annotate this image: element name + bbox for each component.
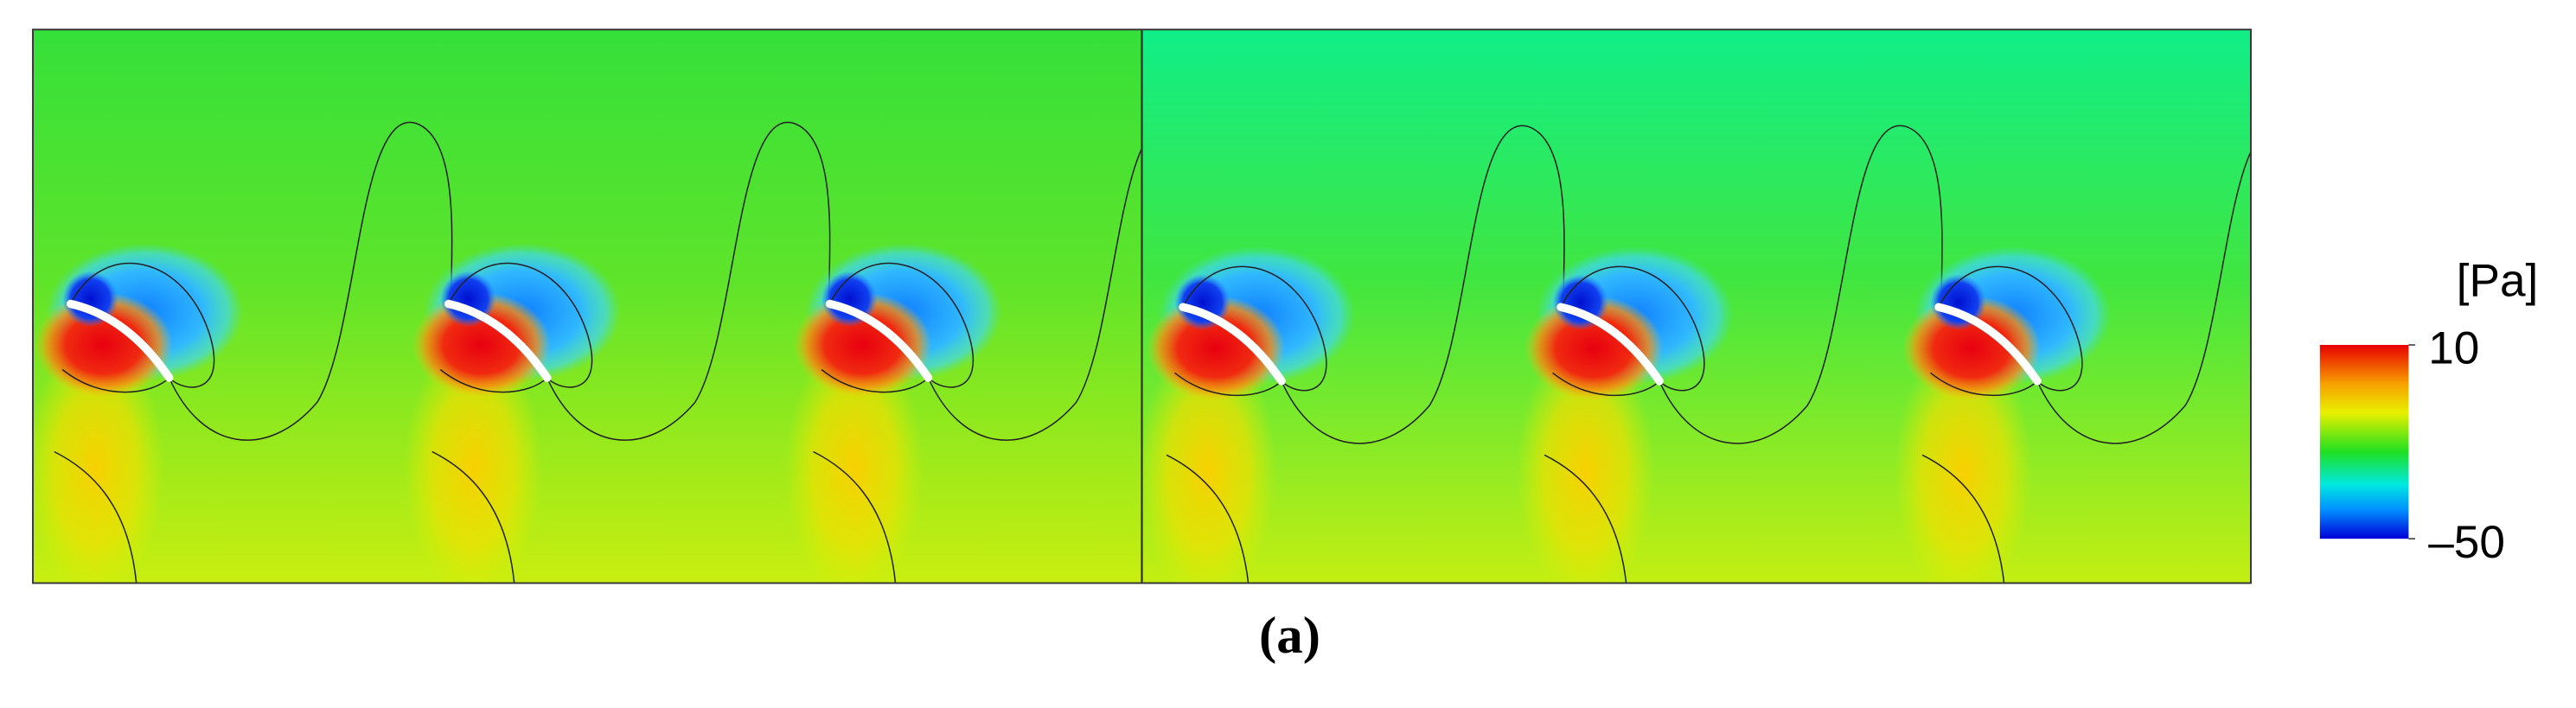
contour	[828, 262, 975, 388]
contour	[1938, 265, 2083, 392]
caption: (a)	[1259, 607, 1320, 665]
pressure-high-tail	[1141, 340, 1277, 584]
pressure-high-tail	[785, 336, 924, 584]
contour	[1659, 124, 1943, 444]
contour	[54, 450, 137, 584]
pressure-high	[1902, 296, 2041, 401]
airfoil	[1934, 303, 2042, 386]
contour	[1921, 454, 2005, 584]
airfoil	[1556, 303, 1664, 386]
contour	[169, 121, 453, 441]
pressure-high-tail	[33, 336, 164, 584]
colorbar-unit: [Pa]	[2457, 256, 2539, 307]
right-panel	[1141, 29, 2252, 584]
contour	[1930, 372, 2038, 397]
pressure-high-tail	[1894, 340, 2033, 584]
airfoil	[825, 299, 933, 382]
pressure-high-tail	[404, 336, 542, 584]
airfoil	[444, 299, 552, 382]
airfoil	[1179, 303, 1286, 386]
colorbar-tick-label: 10	[2428, 323, 2479, 374]
pressure-high	[793, 292, 932, 398]
pressure-high	[1525, 296, 1663, 401]
contour	[1560, 265, 1705, 392]
contour	[1182, 265, 1327, 392]
contour	[1544, 454, 1627, 584]
contour	[1552, 372, 1660, 397]
contour	[1166, 454, 1250, 584]
contour	[2036, 150, 2252, 444]
left-panel	[33, 29, 1142, 584]
contour	[61, 368, 170, 393]
figure-content: [Pa] (a) 10 –50	[32, 29, 2539, 665]
contour	[448, 262, 593, 388]
contour	[431, 450, 515, 584]
contour	[813, 450, 897, 584]
contour	[1174, 372, 1282, 397]
contour	[439, 368, 548, 393]
contour	[927, 146, 1142, 441]
pressure-high	[34, 292, 173, 398]
colorbar	[2319, 345, 2409, 539]
pressure-high	[412, 292, 551, 398]
contour	[547, 121, 831, 441]
contour	[821, 368, 930, 393]
contour	[70, 262, 215, 388]
contour	[1281, 124, 1565, 444]
pressure-high-tail	[1516, 340, 1655, 584]
colorbar-tick-label: –50	[2428, 517, 2505, 568]
airfoil	[66, 299, 174, 382]
pressure-high	[1147, 296, 1285, 401]
